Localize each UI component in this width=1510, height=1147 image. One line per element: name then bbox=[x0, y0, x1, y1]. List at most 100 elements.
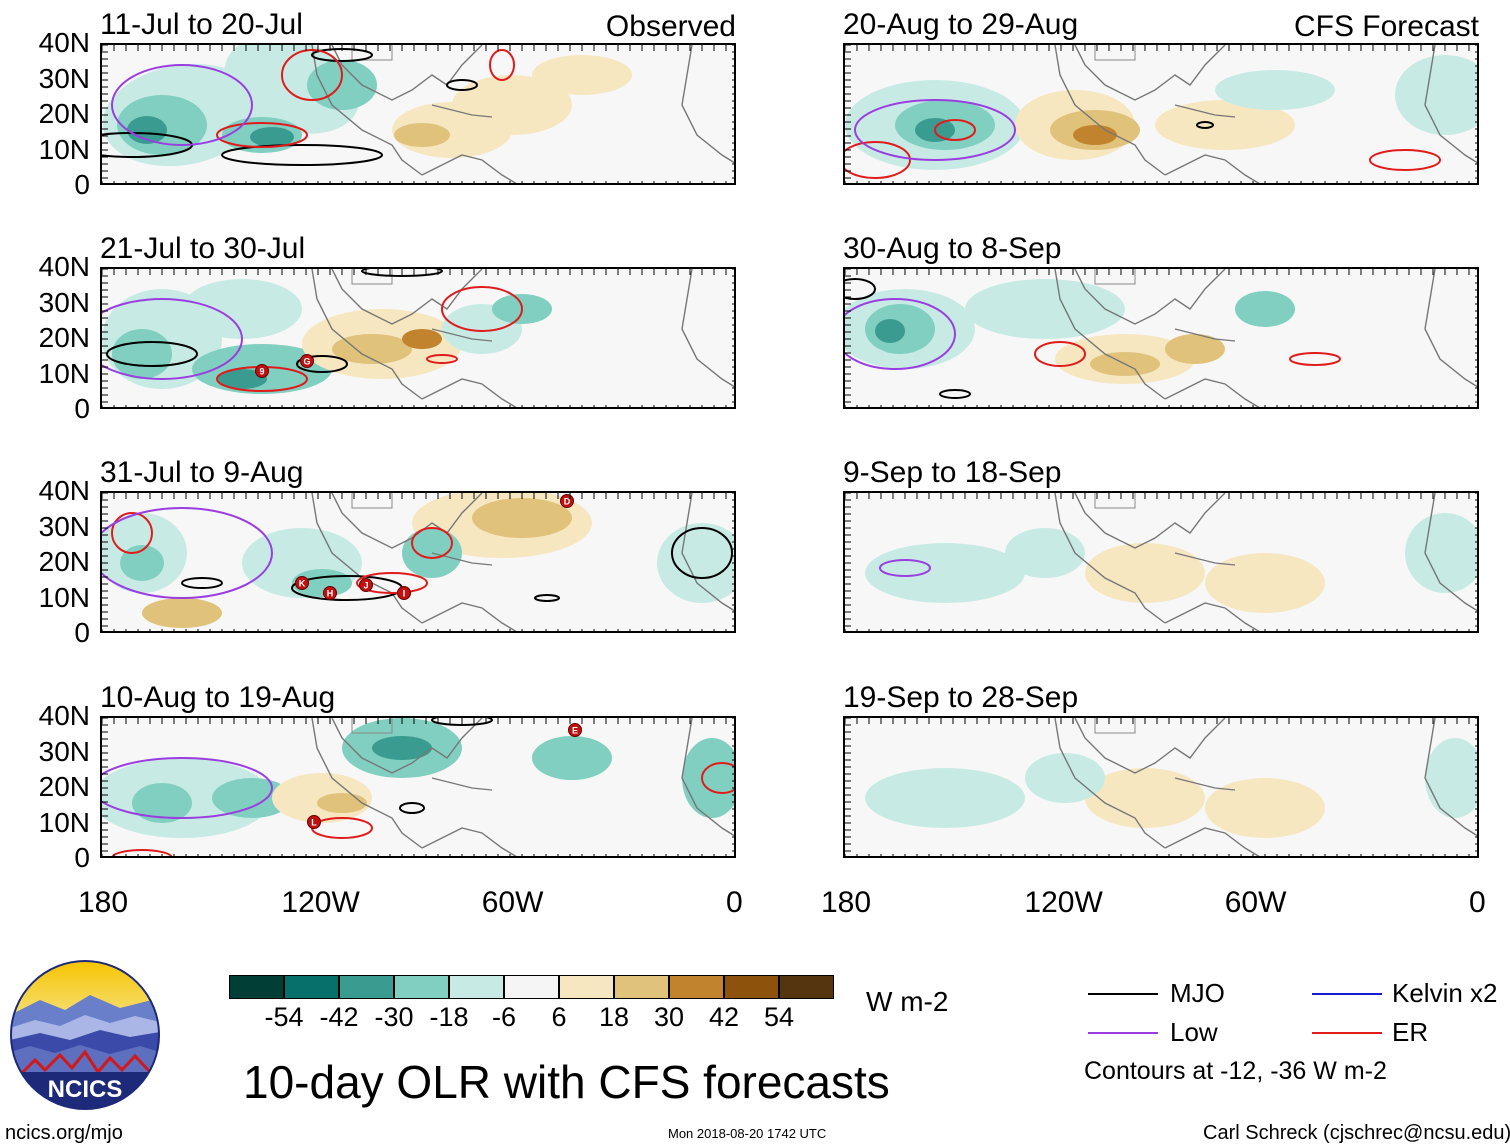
storm-marker: L bbox=[307, 815, 321, 829]
svg-text:H: H bbox=[327, 589, 334, 599]
storm-marker: E bbox=[568, 723, 582, 737]
svg-text:D: D bbox=[564, 497, 571, 507]
colorbar-label: -18 bbox=[429, 1002, 469, 1032]
legend-kelvin-label: Kelvin x2 bbox=[1392, 978, 1498, 1008]
colorbar-swatch bbox=[779, 975, 834, 999]
storm-marker: J bbox=[359, 578, 373, 592]
x-tick-label: 60W bbox=[1224, 886, 1287, 919]
olr-map-panel bbox=[100, 43, 736, 185]
main-title: 10-day OLR with CFS forecasts bbox=[243, 1056, 890, 1108]
y-tick-label: 30N bbox=[38, 510, 90, 542]
legend-er-label: ER bbox=[1392, 1017, 1429, 1047]
colorbar-label: 18 bbox=[598, 1002, 630, 1032]
y-tick-label: 20N bbox=[38, 771, 90, 802]
footer-site: ncics.org/mjo bbox=[5, 1122, 123, 1144]
y-tick-label: 20N bbox=[38, 98, 90, 129]
x-tick-label: 0 bbox=[726, 886, 743, 919]
y-tick-label: 0 bbox=[74, 617, 90, 648]
y-tick-label: 20N bbox=[38, 546, 90, 577]
storm-marker: 9 bbox=[255, 364, 269, 378]
logo-text: NCICS bbox=[48, 1076, 123, 1103]
panel-title: 10-Aug to 19-Aug bbox=[100, 681, 336, 714]
y-tick-label: 10N bbox=[38, 357, 90, 389]
colorbar-swatch bbox=[504, 975, 559, 999]
colorbar-swatch bbox=[229, 975, 284, 999]
colorbar-label: -6 bbox=[491, 1002, 516, 1032]
colorbar-swatch bbox=[339, 975, 394, 999]
olr-map-panel bbox=[843, 43, 1479, 185]
panel-label: Observed bbox=[605, 10, 736, 43]
legend-note: Contours at -12, -36 W m-2 bbox=[1084, 1057, 1387, 1085]
y-tick-label: 20N bbox=[38, 322, 90, 353]
colorbar-swatch bbox=[724, 975, 779, 999]
colorbar-label: 54 bbox=[763, 1002, 795, 1032]
colorbar-label: 30 bbox=[653, 1002, 685, 1032]
panel-title: 19-Sep to 28-Sep bbox=[843, 681, 1079, 714]
storm-marker: G bbox=[300, 354, 314, 368]
colorbar-swatch bbox=[394, 975, 449, 999]
y-tick-label: 0 bbox=[74, 393, 90, 424]
storm-marker: H bbox=[323, 586, 337, 600]
colorbar-swatch bbox=[669, 975, 724, 999]
colorbar-label: -30 bbox=[374, 1002, 414, 1032]
ncics-logo: NCICS bbox=[10, 960, 160, 1110]
legend-er-line bbox=[1312, 1032, 1382, 1034]
panel-title: 30-Aug to 8-Sep bbox=[843, 232, 1062, 265]
panel-label: CFS Forecast bbox=[1293, 10, 1479, 43]
svg-text:K: K bbox=[299, 579, 306, 589]
y-tick-label: 10N bbox=[38, 581, 90, 613]
svg-text:9: 9 bbox=[259, 367, 264, 377]
footer-author: Carl Schreck (cjschrec@ncsu.edu) bbox=[1203, 1122, 1510, 1144]
y-tick-label: 10N bbox=[38, 806, 90, 838]
colorbar-swatch bbox=[449, 975, 504, 999]
colorbar-label: 6 bbox=[551, 1002, 567, 1032]
legend-kelvin-line bbox=[1312, 993, 1382, 995]
storm-marker: D bbox=[560, 494, 574, 508]
olr-map-panel bbox=[843, 491, 1479, 633]
x-tick-label: 60W bbox=[481, 886, 544, 919]
y-tick-label: 40N bbox=[38, 700, 90, 731]
y-tick-label: 40N bbox=[38, 251, 90, 282]
x-tick-label: 180 bbox=[78, 886, 129, 919]
footer-timestamp: Mon 2018-08-20 1742 UTC bbox=[668, 1126, 827, 1141]
colorbar-swatch bbox=[284, 975, 339, 999]
ncics-logo-graphic: NCICS bbox=[10, 960, 160, 1110]
y-tick-label: 40N bbox=[38, 27, 90, 58]
olr-map-panel: K H J I D bbox=[100, 491, 736, 633]
x-tick-label: 0 bbox=[1469, 886, 1486, 919]
legend-low-line bbox=[1088, 1032, 1158, 1034]
svg-text:I: I bbox=[403, 589, 406, 599]
y-tick-label: 0 bbox=[74, 169, 90, 200]
colorbar-swatch bbox=[559, 975, 614, 999]
y-tick-label: 10N bbox=[38, 133, 90, 165]
panel-title: 11-Jul to 20-Jul bbox=[100, 8, 303, 41]
panel-title: 21-Jul to 30-Jul bbox=[100, 232, 306, 265]
olr-map-panel bbox=[843, 716, 1479, 858]
x-tick-label: 120W bbox=[1024, 886, 1103, 919]
y-tick-label: 30N bbox=[38, 62, 90, 94]
y-tick-label: 40N bbox=[38, 475, 90, 506]
legend-mjo-line bbox=[1088, 993, 1158, 995]
legend-low-label: Low bbox=[1170, 1017, 1218, 1047]
svg-text:E: E bbox=[572, 726, 578, 736]
storm-marker: I bbox=[397, 586, 411, 600]
panel-title: 31-Jul to 9-Aug bbox=[100, 456, 304, 489]
storm-marker: K bbox=[295, 576, 309, 590]
colorbar-label: -42 bbox=[319, 1002, 359, 1032]
x-tick-label: 180 bbox=[821, 886, 872, 919]
colorbar-label: -54 bbox=[264, 1002, 304, 1032]
y-tick-label: 30N bbox=[38, 286, 90, 318]
colorbar-unit: W m-2 bbox=[866, 986, 949, 1017]
colorbar-label: 42 bbox=[708, 1002, 740, 1032]
olr-map-panel bbox=[843, 267, 1479, 409]
svg-text:L: L bbox=[311, 818, 317, 828]
colorbar-swatch bbox=[614, 975, 669, 999]
y-tick-label: 30N bbox=[38, 735, 90, 767]
y-tick-label: 0 bbox=[74, 842, 90, 873]
svg-text:G: G bbox=[303, 357, 310, 367]
panel-title: 9-Sep to 18-Sep bbox=[843, 456, 1062, 489]
legend-mjo-label: MJO bbox=[1170, 978, 1225, 1008]
x-tick-label: 120W bbox=[281, 886, 360, 919]
